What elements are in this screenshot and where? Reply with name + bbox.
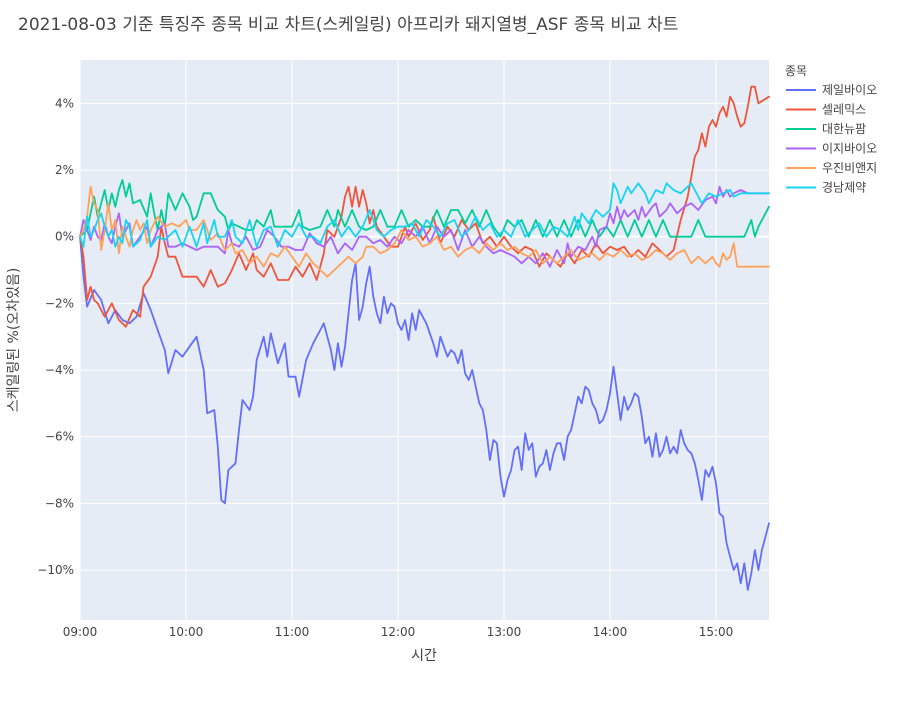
y-tick-label: 2% bbox=[55, 163, 74, 177]
legend-label: 대한뉴팜 bbox=[822, 122, 866, 136]
legend-label: 이지바이오 bbox=[822, 142, 877, 156]
series-line bbox=[79, 179, 770, 238]
series-line bbox=[79, 182, 770, 248]
plot-area bbox=[80, 60, 769, 620]
series-lines bbox=[79, 85, 770, 591]
legend-item[interactable]: 대한뉴팜 bbox=[786, 122, 866, 136]
series-line bbox=[79, 235, 770, 591]
legend-label: 경남제약 bbox=[822, 180, 866, 195]
y-axis-title: 스케일링된 %(오차있음) bbox=[6, 268, 22, 413]
x-tick-label: 13:00 bbox=[487, 625, 522, 639]
axis-ticks: 4% 2% 0% −2% −4% −6% −8% −10% 09:00 10:00 11:00 12:… bbox=[37, 96, 733, 639]
y-tick-label: 4% bbox=[55, 96, 74, 110]
legend-item[interactable]: 제일바이오 bbox=[786, 83, 877, 97]
legend-label: 우진비앤지 bbox=[822, 161, 877, 175]
x-tick-label: 09:00 bbox=[63, 625, 98, 639]
legend-item[interactable]: 우진비앤지 bbox=[786, 161, 877, 175]
x-tick-label: 15:00 bbox=[699, 625, 734, 639]
series-line bbox=[79, 185, 770, 278]
chart-title: 2021-08-03 기준 특징주 종목 비교 차트(스케일링) 아프리카 돼지… bbox=[18, 15, 678, 35]
legend-item[interactable]: 이지바이오 bbox=[786, 142, 877, 156]
legend-label: 셀레믹스 bbox=[822, 103, 866, 117]
legend-item[interactable]: 셀레믹스 bbox=[786, 103, 866, 117]
x-axis-title: 시간 bbox=[411, 648, 437, 664]
x-tick-label: 14:00 bbox=[593, 625, 628, 639]
legend-label: 제일바이오 bbox=[822, 83, 877, 97]
y-tick-label: −4% bbox=[45, 363, 74, 377]
y-tick-label: 0% bbox=[55, 230, 74, 244]
legend-item[interactable]: 경남제약 bbox=[786, 180, 866, 195]
y-tick-label: −10% bbox=[37, 563, 74, 577]
x-tick-label: 12:00 bbox=[381, 625, 416, 639]
x-tick-label: 10:00 bbox=[169, 625, 204, 639]
legend-title: 종목 bbox=[785, 64, 807, 78]
x-tick-label: 11:00 bbox=[275, 625, 310, 639]
y-tick-label: −6% bbox=[45, 430, 74, 444]
y-tick-label: −8% bbox=[45, 496, 74, 510]
y-tick-label: −2% bbox=[45, 296, 74, 310]
